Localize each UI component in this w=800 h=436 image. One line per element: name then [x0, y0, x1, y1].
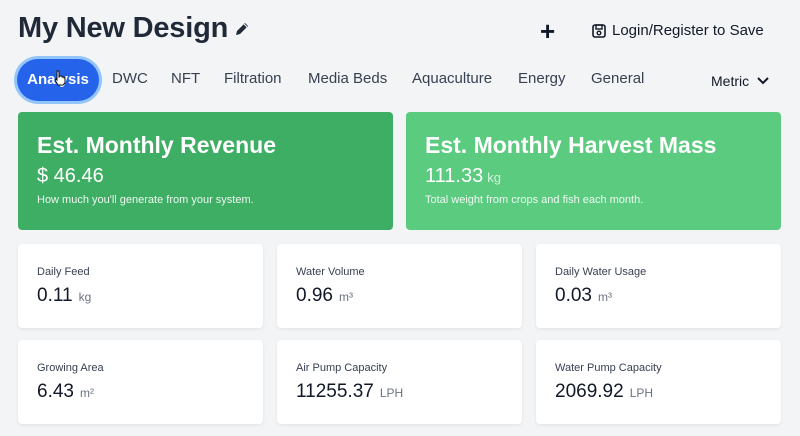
growing-area-card: Growing Area 6.43 m² [18, 340, 263, 424]
tab-media-beds[interactable]: Media Beds [308, 70, 388, 87]
revenue-description: How much you'll generate from your syste… [37, 194, 254, 206]
stat-value: 0.11 [37, 285, 73, 306]
add-button[interactable]: + [540, 16, 556, 46]
harvest-card: Est. Monthly Harvest Mass 111.33 kg Total… [406, 112, 781, 230]
stat-label: Water Pump Capacity [555, 362, 662, 374]
stat-label: Daily Water Usage [555, 266, 647, 278]
revenue-value: $ 46.46 [37, 165, 104, 187]
unit-system-select[interactable]: Metric [711, 73, 769, 89]
stat-value-row: 0.96 m³ [296, 285, 503, 307]
hand-cursor-icon [54, 70, 66, 86]
stat-value-row: 11255.37 LPH [296, 381, 503, 403]
stat-label: Air Pump Capacity [296, 362, 388, 374]
harvest-value: 111.33 [425, 165, 484, 187]
tab-nft[interactable]: NFT [171, 70, 201, 87]
stat-value-row: 0.03 m³ [555, 285, 762, 307]
header: My New Design + Login/Register to Save [18, 12, 782, 52]
water-volume-card: Water Volume 0.96 m³ [277, 244, 522, 328]
save-icon [592, 23, 606, 38]
harvest-title: Est. Monthly Harvest Mass [425, 132, 717, 158]
tab-aquaculture[interactable]: Aquaculture [412, 70, 493, 87]
chevron-down-icon [757, 77, 769, 85]
stat-value-row: 0.11 kg [37, 285, 244, 307]
stat-value: 2069.92 [555, 381, 624, 402]
stat-label: Water Volume [296, 266, 365, 278]
tab-general[interactable]: General [591, 70, 645, 87]
air-pump-capacity-card: Air Pump Capacity 11255.37 LPH [277, 340, 522, 424]
tab-bar: Analysis DWC NFT Filtration Media Beds A… [17, 59, 783, 101]
stat-value: 11255.37 [296, 381, 374, 402]
daily-water-usage-card: Daily Water Usage 0.03 m³ [536, 244, 781, 328]
harvest-value-row: 111.33 kg [425, 165, 762, 188]
stat-unit: m³ [338, 290, 353, 304]
page-title: My New Design [18, 12, 229, 44]
unit-system-value: Metric [711, 73, 750, 89]
stat-unit: m² [79, 386, 94, 400]
tab-dwc[interactable]: DWC [112, 70, 148, 87]
pencil-icon[interactable] [234, 21, 250, 37]
stat-value: 6.43 [37, 381, 74, 402]
stat-value-row: 2069.92 LPH [555, 381, 762, 403]
stat-unit: LPH [629, 386, 654, 400]
revenue-title: Est. Monthly Revenue [37, 132, 276, 158]
revenue-value-row: $ 46.46 [37, 165, 374, 188]
stat-value-row: 6.43 m² [37, 381, 244, 403]
stat-unit: m³ [597, 290, 612, 304]
stat-value: 0.96 [296, 285, 333, 306]
login-register-label: Login/Register to Save [612, 22, 764, 39]
tab-filtration[interactable]: Filtration [224, 70, 282, 87]
stat-unit: LPH [379, 386, 404, 400]
water-pump-capacity-card: Water Pump Capacity 2069.92 LPH [536, 340, 781, 424]
tab-energy[interactable]: Energy [518, 70, 566, 87]
stat-label: Growing Area [37, 362, 104, 374]
daily-feed-card: Daily Feed 0.11 kg [18, 244, 263, 328]
stat-unit: kg [78, 290, 92, 304]
harvest-description: Total weight from crops and fish each mo… [425, 194, 644, 206]
revenue-card: Est. Monthly Revenue $ 46.46 How much yo… [18, 112, 393, 230]
stat-value: 0.03 [555, 285, 592, 306]
harvest-unit: kg [487, 170, 501, 185]
login-register-button[interactable]: Login/Register to Save [592, 22, 764, 39]
stat-label: Daily Feed [37, 266, 90, 278]
